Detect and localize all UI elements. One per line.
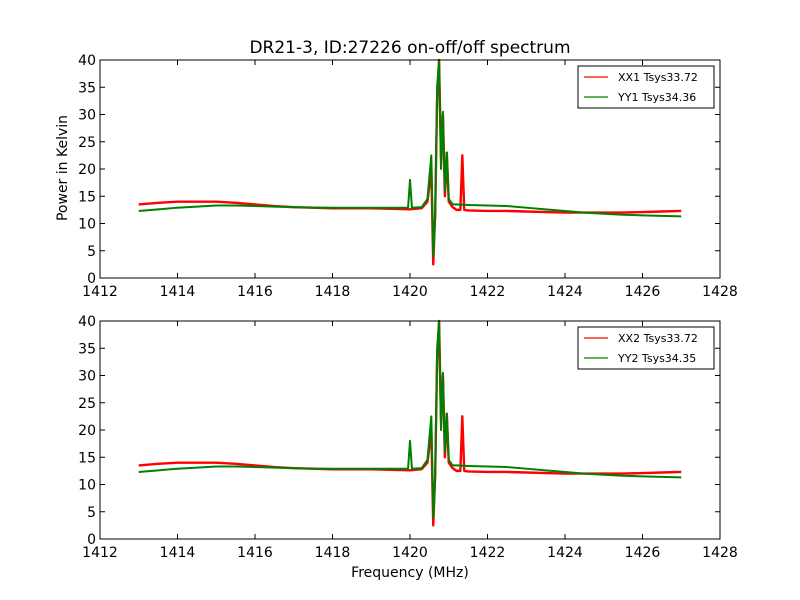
y-axis-label: Power in Kelvin [55,115,71,221]
bottom-y-tick-label: 40 [78,314,96,330]
top-x-tick-label: 1428 [702,284,738,300]
bottom-x-tick-label: 1416 [237,545,273,561]
bottom-x-tick-label: 1412 [82,545,118,561]
figure-title: DR21-3, ID:27226 on-off/off spectrum [249,38,570,58]
bottom-x-tick-label: 1414 [160,545,196,561]
top-legend-label: YY1 Tsys34.36 [617,91,696,104]
top-x-tick-label: 1414 [160,284,196,300]
bottom-legend-box [577,326,715,370]
top-y-tick-label: 30 [78,108,96,124]
bottom-y-tick-label: 35 [78,341,96,357]
bottom-panel: 1412 1414 1416 1418 1420 1422 1424 1426 1428 0 5 10… [78,314,738,561]
top-x-tick-label: 1416 [237,284,273,300]
bottom-x-tick-label: 1424 [547,545,583,561]
top-y-tick-label: 40 [78,53,96,69]
top-legend-box [577,65,715,109]
bottom-legend-label: YY2 Tsys34.35 [617,352,696,365]
bottom-x-tick-label: 1418 [315,545,351,561]
bottom-series-line-yy [138,320,682,519]
bottom-y-tick-label: 15 [78,450,96,466]
top-y-tick-label: 35 [78,80,96,96]
top-legend-label: XX1 Tsys33.72 [618,71,698,84]
top-x-tick-label: 1426 [625,284,661,300]
top-y-tick-label: 20 [78,162,96,178]
bottom-x-tick-label: 1428 [702,545,738,561]
top-panel: 1412 1414 1416 1418 1420 1422 1424 1426 1428 0 5 10… [78,53,738,300]
bottom-legend: XX2 Tsys33.72 YY2 Tsys34.35 [577,326,715,370]
top-x-tick-label: 1422 [470,284,506,300]
top-y-tick-label: 5 [87,244,96,260]
bottom-x-tick-label: 1420 [392,545,428,561]
bottom-x-tick-label: 1426 [625,545,661,561]
top-legend: XX1 Tsys33.72 YY1 Tsys34.36 [577,65,715,109]
top-series-line-yy [138,59,682,258]
top-x-tick-label: 1418 [315,284,351,300]
bottom-y-tick-label: 25 [78,396,96,412]
x-axis-label: Frequency (MHz) [351,565,469,581]
bottom-legend-label: XX2 Tsys33.72 [618,332,698,345]
bottom-y-tick-label: 20 [78,423,96,439]
bottom-x-tick-label: 1422 [470,545,506,561]
top-y-tick-label: 10 [78,217,96,233]
top-x-tick-label: 1424 [547,284,583,300]
bottom-y-tick-label: 0 [87,532,96,548]
top-y-tick-label: 25 [78,135,96,151]
bottom-y-tick-label: 5 [87,505,96,521]
top-y-tick-label: 15 [78,189,96,205]
top-y-tick-label: 0 [87,271,96,287]
bottom-y-tick-label: 10 [78,478,96,494]
top-x-tick-label: 1412 [82,284,118,300]
bottom-y-tick-label: 30 [78,369,96,385]
top-x-tick-label: 1420 [392,284,428,300]
